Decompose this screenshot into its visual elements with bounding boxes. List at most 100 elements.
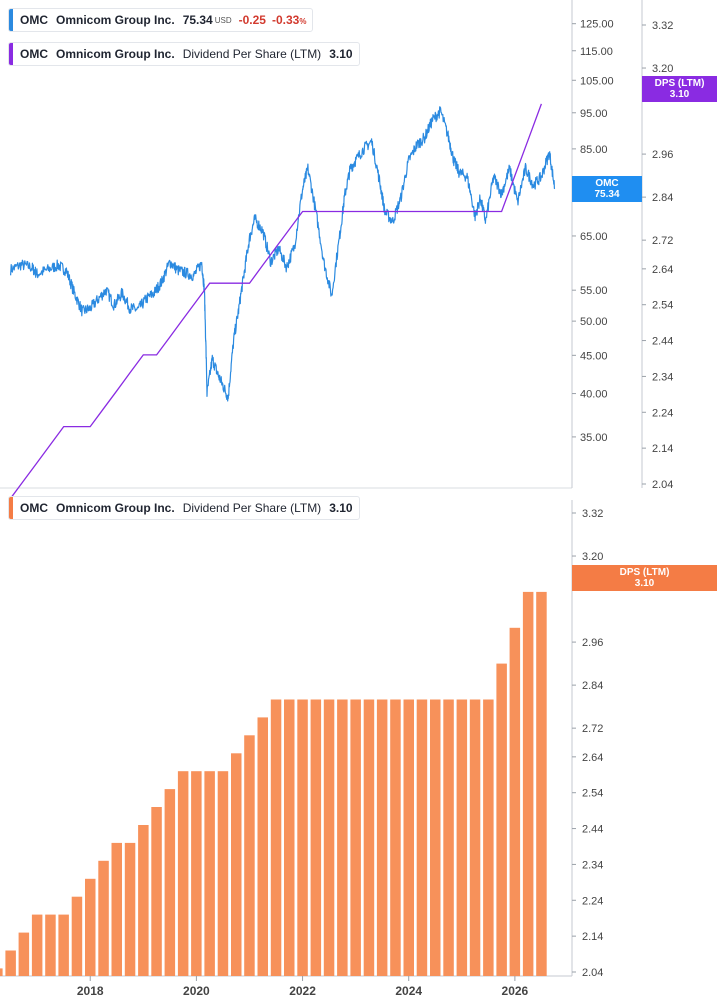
price-tag-value: 75.34 [594, 189, 620, 200]
bar-axis-tick-label: 2.64 [582, 752, 603, 764]
price-value-tag: OMC 75.34 [572, 176, 642, 202]
legend-ticker: OMC [20, 47, 48, 61]
dps-bar [58, 914, 69, 976]
dps-tag-label: DPS (LTM) [619, 567, 670, 578]
bar-axis-tick-label: 2.84 [582, 680, 603, 692]
bar-axis-tick-label: 3.32 [582, 508, 603, 520]
dps-bar [496, 663, 507, 976]
dps-value-tag-bottom: DPS (LTM) 3.10 [572, 565, 717, 591]
price-axis-tick-label: 45.00 [580, 350, 608, 362]
dps-bar [270, 699, 282, 976]
legend-company-name: Omnicom Group Inc. [56, 47, 175, 61]
legend-ticker: OMC [20, 501, 48, 515]
legend-change-percent-value: -0.33 [271, 13, 300, 27]
dps-bar [71, 896, 83, 976]
bar-axis-tick-label: 2.44 [582, 824, 603, 836]
price-axis-tick-label: 105.00 [580, 75, 614, 87]
dps-axis-tick-label: 3.32 [652, 20, 673, 32]
dps-axis-tick-label: 2.04 [652, 479, 673, 491]
legend-ticker: OMC [20, 13, 48, 27]
dps-bar [390, 699, 401, 976]
price-axis-tick-label: 40.00 [580, 389, 608, 401]
dps-bar [151, 807, 162, 976]
dps-bar [31, 914, 43, 976]
legend-metric-value: 3.10 [329, 501, 353, 515]
price-series [10, 106, 556, 402]
dps-value-tag-top: DPS (LTM) 3.10 [642, 76, 717, 102]
bar-axis-tick-label: 2.72 [582, 723, 603, 735]
dps-tag-value: 3.10 [634, 578, 655, 589]
price-tag-label: OMC [595, 178, 619, 189]
bar-axis-tick-label: 2.14 [582, 931, 603, 943]
legend-metric: Dividend Per Share (LTM) [182, 47, 322, 61]
bar-axis-tick-label: 2.04 [582, 967, 603, 979]
dps-bar [164, 789, 176, 976]
dps-bar [323, 699, 335, 976]
price-axis-tick-label: 115.00 [580, 46, 613, 58]
dps-bar [483, 699, 494, 976]
dps-bar [536, 591, 547, 976]
x-axis-tick-label: 2022 [289, 984, 316, 998]
dps-line [10, 103, 543, 499]
dps-axis-tick-label: 2.34 [652, 371, 673, 383]
dps-bar [177, 771, 189, 976]
dps-bar [350, 699, 361, 976]
legend-change-percent: -0.33% [272, 13, 306, 27]
dps-bar [337, 699, 348, 976]
dps-bar [85, 878, 96, 976]
bar-axis-tick-label: 2.34 [582, 859, 603, 871]
dps-bar [217, 771, 229, 976]
dps-bar [469, 699, 481, 976]
dps-bar-series [0, 591, 547, 977]
legend-company-name: Omnicom Group Inc. [56, 13, 175, 27]
dps-tag-value: 3.10 [669, 89, 690, 100]
legend-change: -0.25 [238, 13, 266, 27]
dps-bar [124, 842, 136, 976]
legend-metric: Dividend Per Share (LTM) [182, 501, 322, 515]
price-axis-tick-label: 85.00 [580, 144, 608, 156]
dps-bar [231, 753, 242, 976]
bar-axis-tick-label: 2.54 [582, 788, 603, 800]
price-axis-tick-label: 65.00 [580, 231, 608, 243]
x-axis-tick-label: 2020 [183, 984, 210, 998]
bar-axis-tick-label: 3.20 [582, 551, 603, 563]
dps-bar [430, 699, 441, 976]
dps-bar [45, 914, 56, 976]
dps-tag-label: DPS (LTM) [654, 78, 705, 89]
dps-bar [509, 627, 521, 977]
bar-axis-tick-label: 2.96 [582, 637, 603, 649]
legend-color-swatch [9, 9, 13, 31]
price-axis-tick-label: 50.00 [580, 316, 608, 328]
dps-axis-tick-label: 2.44 [652, 336, 673, 348]
bar-axis-tick-label: 2.24 [582, 895, 603, 907]
dps-axis-tick-label: 2.84 [652, 192, 673, 204]
dps-bar [310, 699, 322, 976]
dps-bar [98, 860, 109, 976]
dps-bar [376, 699, 388, 976]
legend-dps-top[interactable]: OMC Omnicom Group Inc. Dividend Per Shar… [8, 42, 360, 66]
legend-company-name: Omnicom Group Inc. [56, 501, 175, 515]
legend-price[interactable]: OMC Omnicom Group Inc. 75.34 USD -0.25 -… [8, 8, 314, 32]
dps-axis-tick-label: 2.14 [652, 443, 673, 455]
x-axis-tick-label: 2024 [395, 984, 422, 998]
dps-bar [297, 699, 308, 976]
x-axis-tick-label: 2026 [502, 984, 529, 998]
legend-percent-sign: % [299, 17, 307, 26]
dps-bar [363, 699, 375, 976]
legend-price-value: 75.34 [182, 13, 213, 27]
dps-axis-tick-label: 2.24 [652, 407, 673, 419]
dps-axis-tick-label: 3.20 [652, 63, 673, 75]
dps-axis-tick-label: 2.96 [652, 149, 673, 161]
dps-axis-tick-label: 2.64 [652, 264, 673, 276]
dps-bar [0, 968, 3, 976]
dps-bar [18, 932, 30, 976]
legend-dps-bottom[interactable]: OMC Omnicom Group Inc. Dividend Per Shar… [8, 496, 360, 520]
dps-bar [284, 699, 295, 976]
dps-bar [138, 825, 149, 976]
dps-bar [204, 771, 215, 976]
legend-currency: USD [214, 15, 232, 25]
axes: 125.00115.00105.0095.0085.0075.0065.0055… [77, 19, 674, 998]
dps-axis-tick-label: 2.54 [652, 300, 673, 312]
dps-bar [5, 950, 16, 976]
